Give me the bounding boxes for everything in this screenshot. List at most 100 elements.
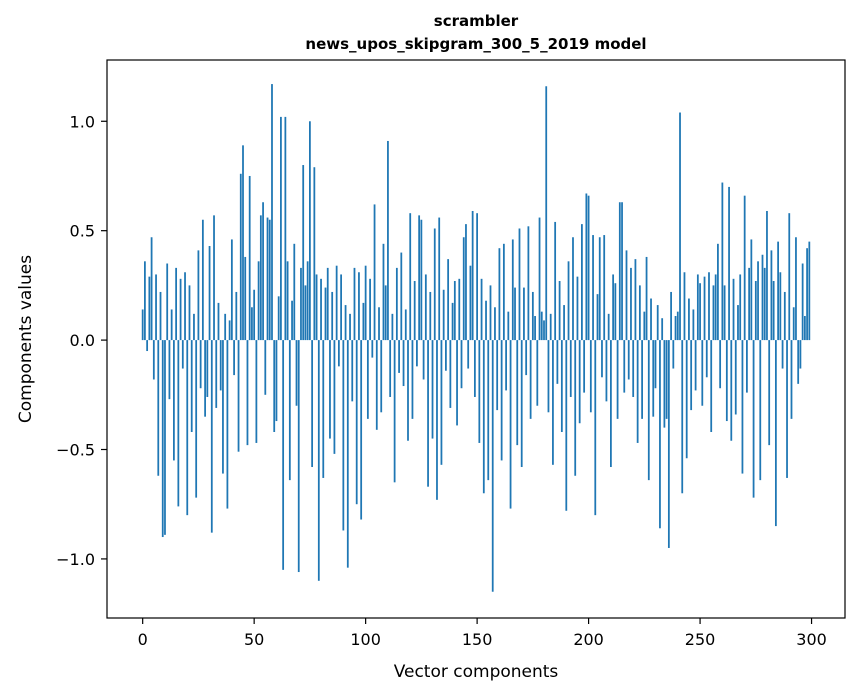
- bar: [186, 340, 189, 516]
- bar: [610, 340, 612, 468]
- bar: [768, 340, 771, 446]
- bar: [806, 248, 808, 341]
- bar: [752, 340, 755, 498]
- bar: [676, 311, 679, 341]
- bar: [507, 311, 510, 341]
- bar: [547, 340, 550, 413]
- bar: [320, 278, 322, 341]
- bar: [157, 340, 160, 476]
- bar: [146, 340, 149, 352]
- x-tick-label: 250: [685, 630, 716, 649]
- bar: [685, 340, 688, 459]
- bar: [770, 250, 773, 341]
- bar: [487, 340, 490, 481]
- bar: [623, 340, 626, 393]
- bar: [177, 340, 180, 507]
- bar: [781, 340, 784, 369]
- bar: [772, 281, 775, 341]
- bar: [190, 340, 193, 432]
- bar: [705, 340, 708, 378]
- bar: [217, 302, 220, 341]
- bar: [485, 300, 487, 341]
- bar: [514, 287, 516, 341]
- bar: [222, 340, 224, 474]
- bar: [801, 263, 804, 341]
- bar: [335, 265, 338, 341]
- bar: [389, 340, 392, 397]
- bar: [710, 340, 713, 432]
- bar: [315, 274, 318, 341]
- bar: [141, 309, 144, 341]
- bar: [520, 340, 523, 468]
- bar: [494, 307, 496, 341]
- x-tick-label: 0: [138, 630, 148, 649]
- bar: [411, 340, 414, 419]
- bar: [255, 340, 258, 443]
- bar: [489, 285, 492, 341]
- bar: [536, 340, 539, 406]
- bar: [469, 265, 472, 341]
- bar: [313, 167, 316, 341]
- bar: [175, 267, 178, 341]
- bar: [661, 318, 664, 341]
- x-axis-label: Vector components: [393, 662, 559, 682]
- bar: [280, 116, 282, 341]
- bar: [476, 213, 478, 341]
- bar: [650, 298, 652, 341]
- y-axis-label: Components values: [16, 254, 36, 424]
- bar: [654, 340, 657, 389]
- bar: [743, 195, 746, 341]
- bar: [306, 261, 309, 341]
- bar: [723, 285, 726, 341]
- bar: [732, 278, 735, 341]
- bar: [574, 340, 577, 476]
- bar: [360, 340, 363, 520]
- bar: [737, 305, 739, 341]
- bar: [572, 237, 574, 341]
- bar: [552, 340, 554, 465]
- bar: [803, 316, 806, 341]
- bar: [665, 340, 668, 419]
- bar: [783, 291, 786, 341]
- bar: [244, 256, 247, 341]
- bar: [248, 175, 251, 341]
- bar: [652, 340, 655, 417]
- bar: [786, 340, 788, 478]
- bar: [491, 340, 494, 592]
- bar: [201, 219, 204, 341]
- bar: [210, 340, 213, 533]
- bar: [326, 267, 329, 341]
- bar: [206, 340, 209, 397]
- bar: [763, 267, 766, 341]
- bar: [233, 340, 235, 376]
- bar: [257, 261, 260, 341]
- bar: [558, 281, 561, 341]
- bar: [563, 305, 565, 341]
- bar: [155, 274, 157, 341]
- bar: [329, 340, 331, 439]
- bar: [540, 311, 543, 341]
- bar: [173, 340, 175, 461]
- bar: [759, 340, 762, 481]
- bar: [304, 285, 307, 341]
- bar: [266, 217, 269, 341]
- bar: [324, 287, 327, 341]
- bar: [621, 202, 623, 341]
- bar: [692, 309, 695, 341]
- bar: [502, 243, 505, 341]
- bar: [498, 248, 501, 341]
- bar: [282, 340, 285, 570]
- bar: [545, 86, 548, 341]
- bar: [340, 274, 342, 341]
- bar: [728, 186, 730, 341]
- bar: [384, 285, 387, 341]
- bar: [297, 340, 300, 573]
- bar: [714, 274, 717, 341]
- bar: [643, 311, 646, 341]
- bar: [346, 340, 349, 568]
- bar: [725, 340, 728, 422]
- bar: [746, 340, 748, 393]
- bar: [690, 340, 693, 411]
- bar: [523, 287, 525, 341]
- bar: [429, 291, 432, 341]
